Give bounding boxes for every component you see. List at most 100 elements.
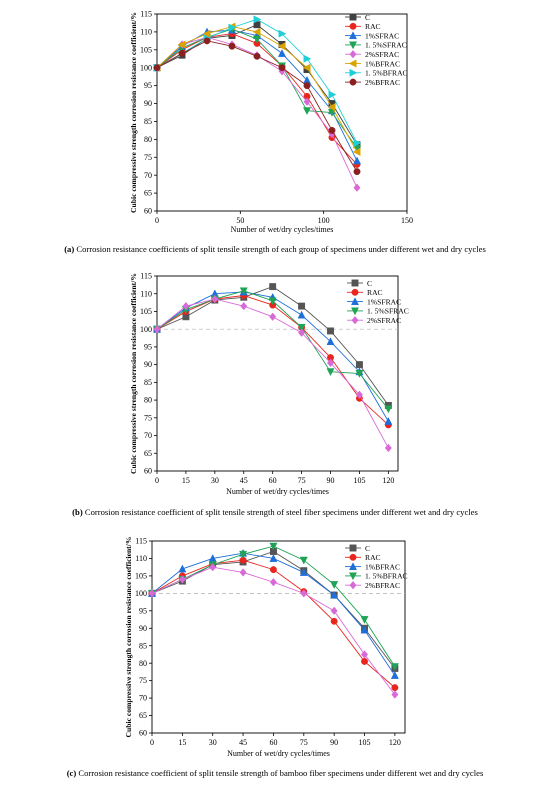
- x-tick-label: 90: [330, 738, 338, 747]
- data-point: [269, 578, 277, 587]
- data-point: [360, 650, 369, 659]
- legend-label: RAC: [365, 553, 381, 562]
- legend-label: 1%BFRAC: [365, 562, 400, 571]
- data-point: [353, 168, 361, 176]
- legend-label: RAC: [367, 288, 383, 297]
- legend-marker: [349, 68, 358, 77]
- caption-a: (a) Corrosion resistance coefficients of…: [0, 244, 550, 254]
- y-tick-label: 60: [144, 207, 152, 216]
- data-point: [327, 327, 334, 335]
- data-point: [355, 361, 363, 369]
- x-tick-label: 30: [209, 738, 217, 747]
- legend-label: 1. 5%BFRAC: [365, 69, 408, 78]
- legend-marker: [348, 572, 358, 581]
- x-tick-label: 105: [359, 738, 371, 747]
- data-point: [178, 575, 186, 584]
- x-tick-label: 0: [155, 476, 159, 485]
- series-2-bfrac: [148, 562, 399, 699]
- y-axis-label: Cubic compressive strength corrosion res…: [129, 12, 138, 213]
- x-tick-label: 105: [353, 476, 365, 485]
- x-tick-label: 60: [269, 738, 277, 747]
- y-tick-label: 95: [139, 606, 147, 615]
- y-tick-label: 80: [144, 135, 152, 144]
- x-tick-label: 120: [389, 738, 401, 747]
- data-point: [298, 328, 306, 337]
- y-tick-label: 60: [144, 467, 152, 476]
- legend-label: C: [365, 13, 370, 22]
- legend-label: 2%SFRAC: [365, 50, 399, 59]
- legend-marker: [349, 50, 357, 59]
- series-2-bfrac: [153, 37, 361, 176]
- data-point: [269, 312, 277, 321]
- data-point: [211, 294, 219, 304]
- series-line: [151, 545, 396, 667]
- y-tick-label: 75: [144, 153, 152, 162]
- data-point: [353, 138, 362, 147]
- data-point: [355, 370, 364, 378]
- x-tick-label: 30: [211, 476, 219, 485]
- data-point: [360, 616, 369, 624]
- y-tick-label: 115: [140, 10, 152, 19]
- y-tick-label: 105: [140, 45, 152, 54]
- data-point: [297, 323, 306, 332]
- legend-marker: [351, 316, 359, 325]
- legend-label: RAC: [365, 22, 381, 31]
- data-point: [252, 35, 262, 44]
- x-tick-label: 75: [298, 476, 306, 485]
- data-point: [303, 97, 311, 106]
- legend-marker: [350, 307, 360, 316]
- data-point: [384, 405, 393, 414]
- data-point: [384, 417, 393, 425]
- data-point: [202, 29, 211, 38]
- data-point: [390, 671, 399, 679]
- data-point: [268, 297, 277, 306]
- series-2-sfrac: [153, 294, 392, 453]
- chart-a-svg: 60 65 70 75 80 85 90 95 100 105 110 115 0 50 100 150 Cub…: [129, 10, 413, 234]
- x-tick-label: 100: [318, 216, 330, 225]
- series-1-bfrac: [147, 548, 399, 679]
- y-tick-label: 100: [140, 325, 152, 334]
- panel-a: 60 65 70 75 80 85 90 95 100 105 110 115 0 50 100 150 Cub…: [0, 0, 550, 262]
- y-axis-label: Cubic compressive strength corrosion res…: [124, 537, 133, 738]
- y-tick-label: 65: [139, 711, 147, 720]
- data-point: [361, 657, 368, 665]
- data-point: [328, 90, 337, 99]
- y-tick-label: 75: [139, 676, 147, 685]
- panel-c: 60 65 70 75 80 85 90 95 100 105 110 115 0 15 30 45 60 75 9…: [0, 524, 550, 785]
- y-tick-label: 80: [144, 396, 152, 405]
- data-point: [327, 103, 336, 112]
- data-point: [253, 52, 261, 60]
- caption-b-letter: (b): [72, 507, 83, 517]
- legend-marker: [350, 297, 360, 306]
- data-point: [178, 49, 186, 57]
- y-tick-label: 65: [144, 189, 152, 198]
- data-point: [300, 589, 308, 598]
- legend-label: 2%BFRAC: [365, 78, 400, 87]
- data-point: [326, 358, 335, 368]
- y-tick-label: 85: [139, 641, 147, 650]
- legend-marker: [348, 59, 357, 68]
- data-point: [228, 42, 236, 50]
- data-point: [278, 29, 287, 38]
- legend-marker: [349, 22, 357, 30]
- x-tick-label: 150: [401, 216, 413, 225]
- series-1-5-bfrac: [147, 542, 399, 672]
- y-tick-label: 100: [135, 589, 147, 598]
- legend-label: 1. 5%BFRAC: [365, 572, 408, 581]
- y-tick-label: 60: [139, 729, 147, 738]
- series-line: [156, 40, 358, 172]
- data-point: [269, 542, 278, 551]
- y-tick-label: 105: [135, 572, 147, 581]
- data-point: [326, 368, 335, 377]
- y-tick-label: 75: [144, 413, 152, 422]
- data-point: [330, 590, 339, 599]
- legend-marker: [351, 288, 359, 296]
- legend-label: 2%BFRAC: [365, 581, 400, 590]
- legend-label: 1%BFRAC: [365, 59, 400, 68]
- caption-b-text: Corrosion resistance coefficient of spli…: [84, 507, 478, 517]
- plot-frame: [156, 13, 408, 212]
- y-tick-label: 105: [140, 307, 152, 316]
- data-point: [299, 556, 308, 565]
- data-point: [239, 568, 247, 577]
